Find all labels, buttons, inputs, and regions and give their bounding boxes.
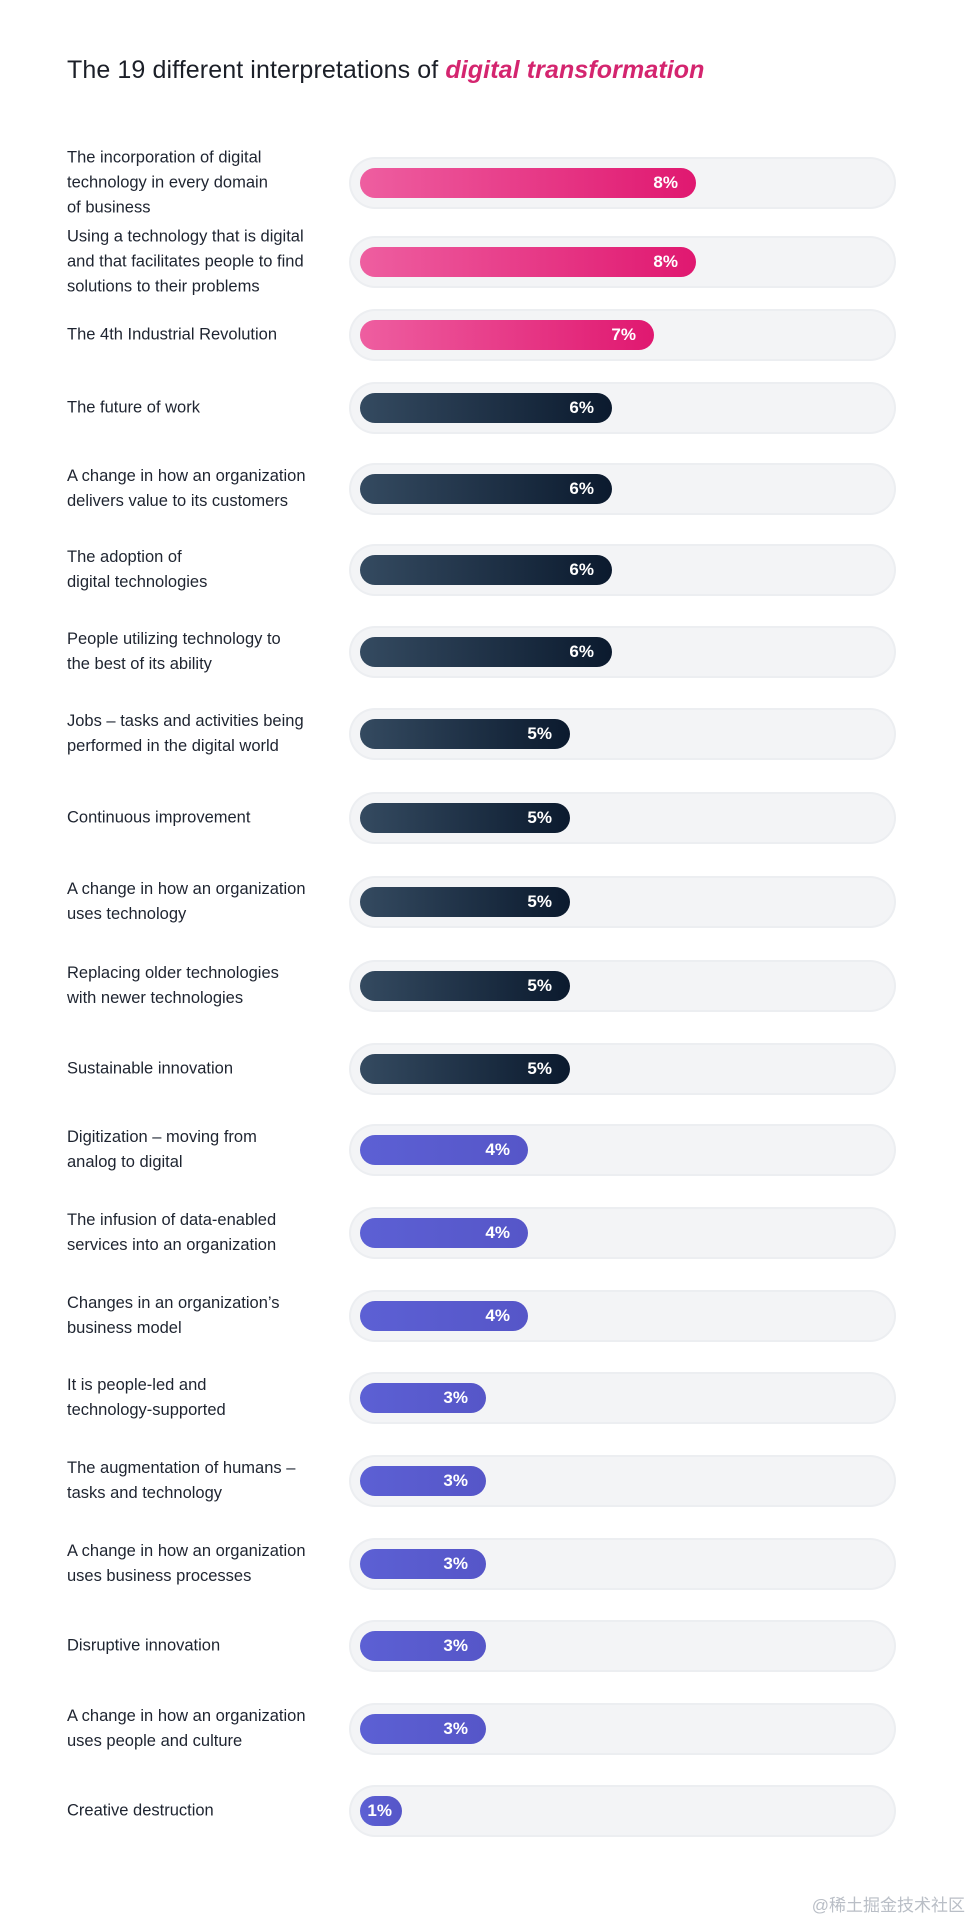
bar-track: 6% — [351, 546, 894, 594]
bar-value-label: 5% — [527, 1059, 552, 1078]
bar-track: 6% — [351, 628, 894, 676]
bar: 1% — [360, 1796, 402, 1826]
category-label: Continuous improvement — [67, 808, 251, 827]
bar-track: 8% — [351, 238, 894, 286]
bar-value-label: 6% — [569, 398, 594, 417]
chart-title-prefix: The 19 different interpretations of — [67, 56, 446, 84]
bar-track: 6% — [351, 465, 894, 513]
bar-value-label: 7% — [611, 325, 636, 344]
bar: 4% — [360, 1135, 528, 1165]
bar-track: 4% — [351, 1209, 894, 1257]
bar-track: 3% — [351, 1540, 894, 1588]
bar-track: 3% — [351, 1705, 894, 1753]
category-label: Creative destruction — [67, 1801, 214, 1820]
category-label: A change in how an organization uses tec… — [67, 880, 306, 923]
bar: 3% — [360, 1466, 486, 1496]
chart-title: The 19 different interpretations of digi… — [67, 56, 705, 85]
bar-track: 5% — [351, 962, 894, 1010]
bar-value-label: 8% — [653, 173, 678, 192]
bar: 4% — [360, 1218, 528, 1248]
bar-value-label: 5% — [527, 892, 552, 911]
category-label: Changes in an organization’s business mo… — [67, 1294, 280, 1337]
bar: 3% — [360, 1383, 486, 1413]
category-label: People utilizing technology to the best … — [67, 630, 281, 673]
category-label: A change in how an organization delivers… — [67, 467, 306, 510]
bar-track: 7% — [351, 311, 894, 359]
category-label: Disruptive innovation — [67, 1636, 221, 1655]
category-label: The future of work — [67, 398, 200, 417]
bar-value-label: 5% — [527, 976, 552, 995]
bar-track: 3% — [351, 1374, 894, 1422]
chart-title-accent: digital transformation — [445, 56, 705, 84]
category-label: It is people-led and technology-supporte… — [67, 1376, 226, 1419]
bar-value-label: 4% — [485, 1306, 510, 1325]
bar: 3% — [360, 1631, 486, 1661]
bar-value-label: 5% — [527, 724, 552, 743]
bar-value-label: 6% — [569, 642, 594, 661]
category-label: Digitization – moving from analog to dig… — [67, 1128, 257, 1171]
bar: 8% — [360, 168, 696, 198]
bar: 5% — [360, 803, 570, 833]
bar-track: 3% — [351, 1457, 894, 1505]
bar-track: 5% — [351, 878, 894, 926]
bar-value-label: 6% — [569, 479, 594, 498]
bar: 4% — [360, 1301, 528, 1331]
bar-track: 4% — [351, 1292, 894, 1340]
bar-track: 3% — [351, 1622, 894, 1670]
bar: 5% — [360, 887, 570, 917]
bar-value-label: 3% — [443, 1388, 468, 1407]
category-label: A change in how an organization uses peo… — [67, 1707, 306, 1750]
category-label: The augmentation of humans – tasks and t… — [67, 1459, 296, 1502]
bar: 3% — [360, 1714, 486, 1744]
bar: 5% — [360, 1054, 570, 1084]
bar-track: 5% — [351, 1045, 894, 1093]
category-label: The 4th Industrial Revolution — [67, 325, 278, 344]
bar-track: 8% — [351, 159, 894, 207]
bar-value-label: 3% — [443, 1719, 468, 1738]
bar: 6% — [360, 474, 612, 504]
bar: 6% — [360, 637, 612, 667]
bar-value-label: 1% — [367, 1801, 392, 1820]
bar-track: 6% — [351, 384, 894, 432]
bar-track: 5% — [351, 710, 894, 758]
bar: 5% — [360, 719, 570, 749]
bar: 6% — [360, 555, 612, 585]
bar-value-label: 4% — [485, 1140, 510, 1159]
category-label: Jobs – tasks and activities being perfor… — [67, 712, 304, 755]
bar-value-label: 3% — [443, 1636, 468, 1655]
bar-track: 4% — [351, 1126, 894, 1174]
bar: 5% — [360, 971, 570, 1001]
bar-track: 1% — [351, 1787, 894, 1835]
bar-value-label: 8% — [653, 252, 678, 271]
category-label: The adoption of digital technologies — [67, 548, 208, 591]
bar-value-label: 6% — [569, 560, 594, 579]
category-label: The incorporation of digital technology … — [67, 148, 268, 217]
bar: 6% — [360, 393, 612, 423]
bar-value-label: 5% — [527, 808, 552, 827]
bar-value-label: 3% — [443, 1554, 468, 1573]
category-label: Replacing older technologies with newer … — [67, 964, 279, 1007]
bar: 7% — [360, 320, 654, 350]
bar-value-label: 4% — [485, 1223, 510, 1242]
category-label: Sustainable innovation — [67, 1059, 234, 1078]
category-label: Using a technology that is digital and t… — [67, 227, 304, 296]
bar: 8% — [360, 247, 696, 277]
category-label: The infusion of data-enabled services in… — [67, 1211, 277, 1254]
category-label: A change in how an organization uses bus… — [67, 1542, 306, 1585]
bar: 3% — [360, 1549, 486, 1579]
watermark: @稀土掘金技术社区 — [811, 1896, 965, 1915]
bar-value-label: 3% — [443, 1471, 468, 1490]
bar-track: 5% — [351, 794, 894, 842]
